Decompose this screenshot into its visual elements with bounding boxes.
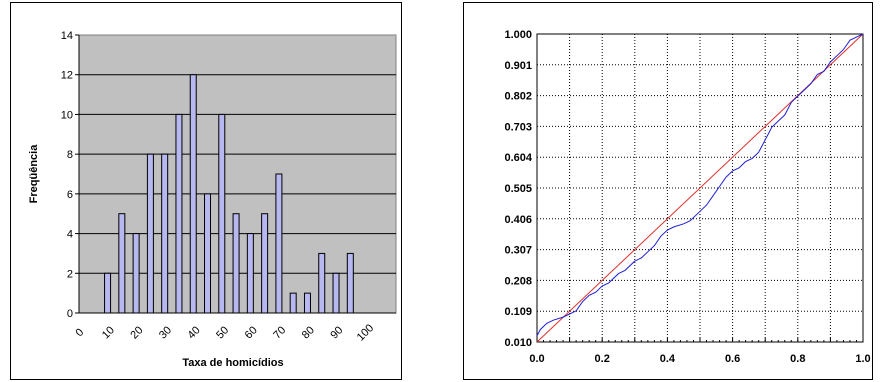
x-tick-label: 0.2 xyxy=(595,353,610,365)
x-tick-label: 10 xyxy=(100,324,117,341)
histogram-chart: 0 2 4 6 8 10 12 14 0 10 20 30 40 50 60 70 80 90 100 Taxa de… xyxy=(28,30,397,369)
y-tick-label: 4 xyxy=(67,229,73,241)
bar xyxy=(218,113,226,314)
bar xyxy=(303,292,311,314)
x-tick-label: 1.0 xyxy=(855,353,870,365)
y-tick-label: 0.010 xyxy=(504,337,532,349)
x-tick-label: 60 xyxy=(243,324,260,341)
x-tick-label: 0.4 xyxy=(660,353,676,365)
bar xyxy=(332,272,340,314)
y-tick-label: 6 xyxy=(67,189,73,201)
x-tick-label: 70 xyxy=(271,324,288,341)
bar xyxy=(289,292,297,314)
y-tick-label: 0.505 xyxy=(504,183,532,195)
y-tick-label: 0.703 xyxy=(504,121,532,133)
bar xyxy=(161,153,169,314)
pp-plot-chart: 0.010 0.109 0.208 0.307 0.406 0.505 0.604 0.703… xyxy=(504,29,870,365)
bar xyxy=(118,213,126,314)
x-tick-label: 0 xyxy=(73,326,86,339)
histogram-panel: 0 2 4 6 8 10 12 14 0 10 20 30 40 50 60 70 80 90 100 Taxa de… xyxy=(10,2,402,380)
y-tick-label: 0.604 xyxy=(504,152,532,164)
y-axis-title: Freqüência xyxy=(28,144,40,204)
bar xyxy=(204,193,212,314)
y-tick-label: 1.000 xyxy=(504,29,532,41)
pp-plot-panel: 0.010 0.109 0.208 0.307 0.406 0.505 0.604 0.703… xyxy=(463,2,873,380)
y-tick-label: 0.208 xyxy=(504,275,532,287)
y-tick-label: 14 xyxy=(61,30,73,42)
y-tick-label: 0.109 xyxy=(504,306,532,318)
x-axis-title: Taxa de homicídios xyxy=(182,357,283,369)
bar xyxy=(261,213,269,314)
bar xyxy=(146,153,154,314)
y-tick-label: 8 xyxy=(67,149,73,161)
x-tick-label: 80 xyxy=(300,324,317,341)
y-tick-label: 0.406 xyxy=(504,214,532,226)
x-tick-label: 0.8 xyxy=(790,353,805,365)
x-tick-label: 40 xyxy=(186,324,203,341)
y-tick-label: 0 xyxy=(67,308,73,320)
y-tick-label: 12 xyxy=(61,70,73,82)
y-tick-label: 2 xyxy=(67,268,73,280)
bar xyxy=(232,213,240,314)
x-tick-label: 50 xyxy=(214,324,231,341)
bar xyxy=(189,74,197,314)
y-tick-label: 0.307 xyxy=(504,245,532,257)
bar xyxy=(246,233,254,314)
bar xyxy=(104,272,112,314)
x-tick-label: 30 xyxy=(157,324,174,341)
bar xyxy=(132,233,140,314)
x-tick-label: 100 xyxy=(355,322,376,343)
y-tick-label: 0.901 xyxy=(504,60,532,72)
x-tick-label: 0.0 xyxy=(529,353,544,365)
bar xyxy=(175,113,183,314)
x-tick-label: 90 xyxy=(328,324,345,341)
y-tick-label: 0.802 xyxy=(504,91,532,103)
empirical-line xyxy=(536,33,864,337)
x-tick-label: 0.6 xyxy=(725,353,740,365)
bar xyxy=(318,252,326,314)
bar xyxy=(275,173,283,314)
y-tick-label: 10 xyxy=(61,109,73,121)
bar xyxy=(346,252,354,314)
x-tick-label: 20 xyxy=(128,324,145,341)
